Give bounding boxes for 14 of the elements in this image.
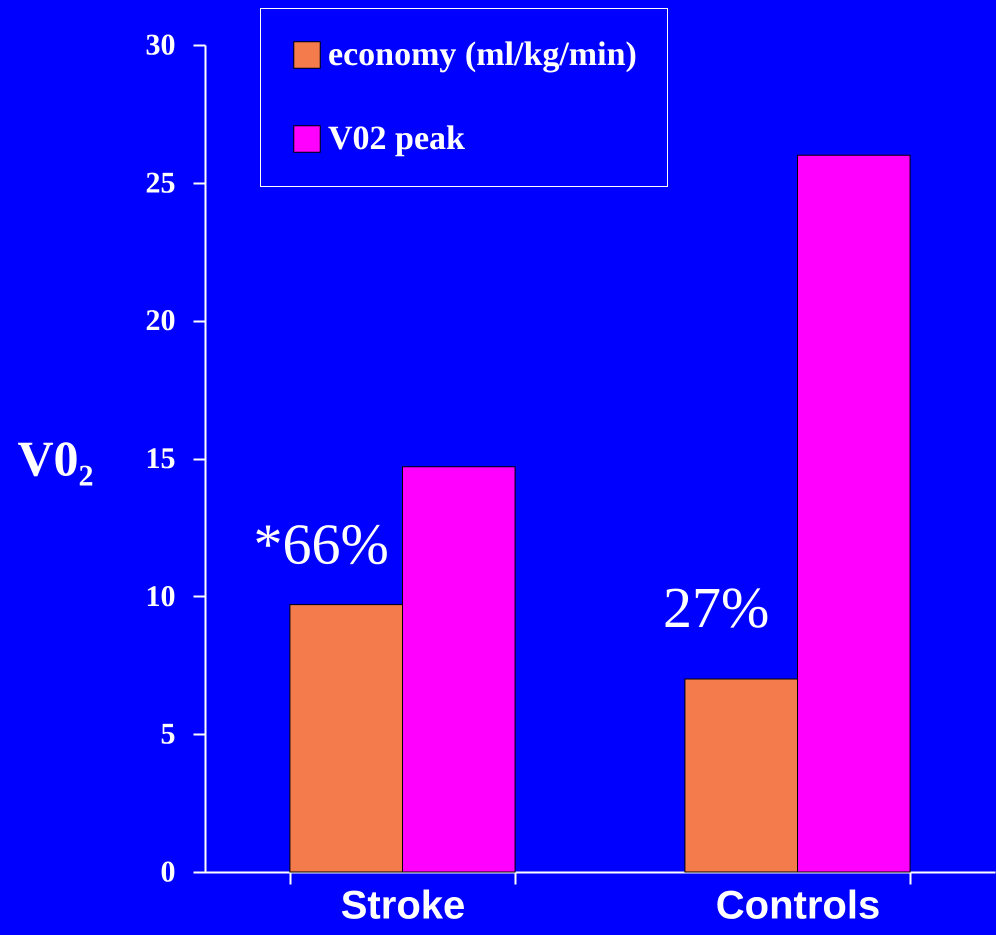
y-tick-label: 0 (160, 856, 176, 888)
legend-label: economy (ml/kg/min) (328, 36, 637, 73)
y-tick-label: 30 (146, 28, 176, 62)
y-tick-label: 10 (146, 580, 176, 613)
annotation: *66% (254, 512, 389, 577)
legend-label: V02 peak (328, 120, 466, 157)
y-tick-label: 20 (146, 304, 176, 338)
y-tick-label: 25 (146, 166, 176, 200)
annotation: 27% (663, 575, 770, 640)
y-axis-title: V0₂ (17, 430, 94, 486)
y-tick-label: 15 (146, 442, 176, 475)
x-tick-label: Stroke (340, 884, 466, 928)
y-tick-label: 5 (160, 718, 176, 751)
x-tick-label: Controls (716, 884, 880, 928)
